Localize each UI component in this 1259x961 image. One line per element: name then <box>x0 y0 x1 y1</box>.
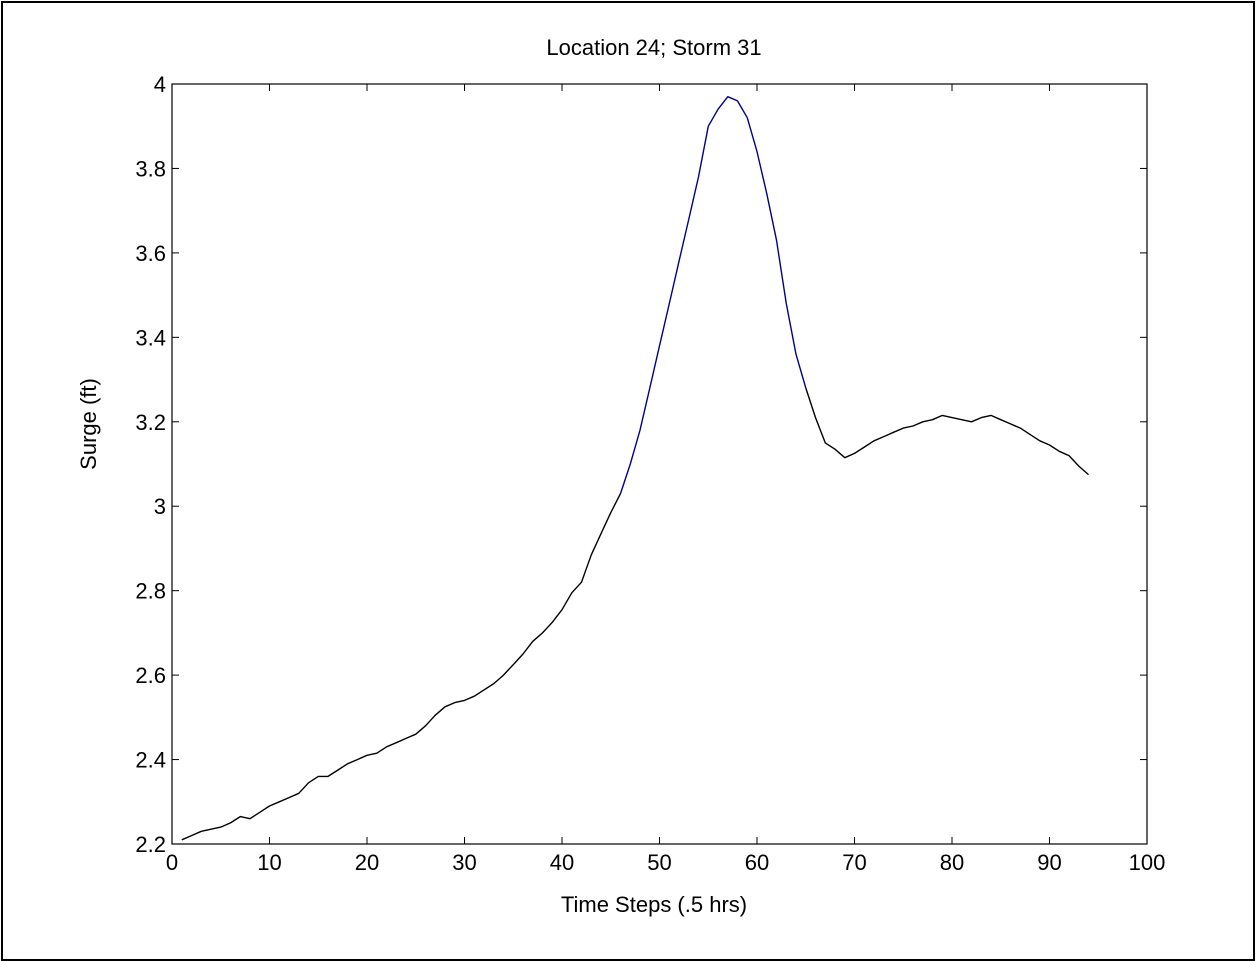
y-tick-label: 2.6 <box>135 663 166 688</box>
plot-area-box <box>171 83 1148 845</box>
x-tick-label: 60 <box>745 850 769 875</box>
series-line-segment <box>181 493 622 841</box>
x-tick-label: 80 <box>940 850 964 875</box>
x-tick-label: 70 <box>842 850 866 875</box>
series-line-segment <box>619 95 807 494</box>
y-axis-label: Surge (ft) <box>76 378 101 470</box>
y-tick-label: 2.8 <box>135 579 166 604</box>
x-tick-label: 0 <box>166 850 178 875</box>
y-tick-label: 3.2 <box>135 410 166 435</box>
x-tick-label: 50 <box>647 850 671 875</box>
y-tick-label: 3 <box>154 494 166 519</box>
axes: 0 10 20 30 40 50 60 70 80 90 100 2.2 2.4 2.6 2.8 3 3.2 3.… <box>135 72 1165 875</box>
data-lines <box>181 95 1089 841</box>
x-axis-label: Time Steps (.5 hrs) <box>561 892 747 917</box>
chart-title: Location 24; Storm 31 <box>546 35 761 60</box>
x-tick-label: 100 <box>1129 850 1166 875</box>
x-tick-label: 90 <box>1037 850 1061 875</box>
y-tick-label: 2.4 <box>135 748 166 773</box>
series-line-segment <box>805 387 1089 476</box>
x-tick-label: 30 <box>452 850 476 875</box>
x-tick-label: 40 <box>550 850 574 875</box>
y-tick-label: 2.2 <box>135 832 166 857</box>
y-tick-label: 3.4 <box>135 325 166 350</box>
y-tick-label: 3.6 <box>135 241 166 266</box>
y-tick-label: 4 <box>154 72 166 97</box>
y-tick-label: 3.8 <box>135 156 166 181</box>
x-tick-label: 20 <box>355 850 379 875</box>
x-tick-label: 10 <box>257 850 281 875</box>
